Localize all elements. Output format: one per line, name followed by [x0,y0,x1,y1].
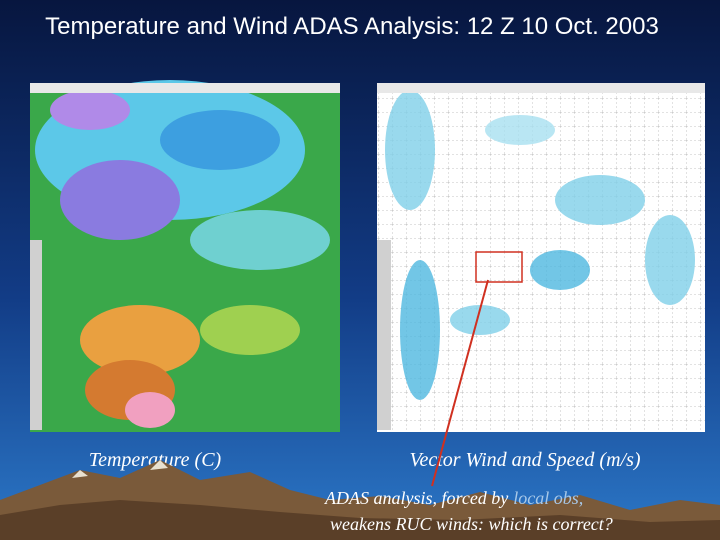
annotation-line-2: weakens RUC winds: which is correct? [330,514,613,534]
left-caption: Temperature (C) [89,449,222,471]
temperature-map [30,80,340,432]
foothills [0,500,720,540]
right-caption: Vector Wind and Speed (m/s) [409,449,640,471]
slide-title: Temperature and Wind ADAS Analysis: 12 Z… [45,13,659,40]
snow-caps [72,460,168,478]
annotation-text: ADAS analysis, forced by [324,488,508,508]
annotation-line-1: ADAS analysis, forced by local obs, [324,488,583,508]
annotation-highlight: local obs, [513,488,583,508]
title-line: Temperature and Wind ADAS Analysis: 12 Z… [45,13,659,40]
wind-map [377,83,705,432]
pointer-line [431,279,489,487]
